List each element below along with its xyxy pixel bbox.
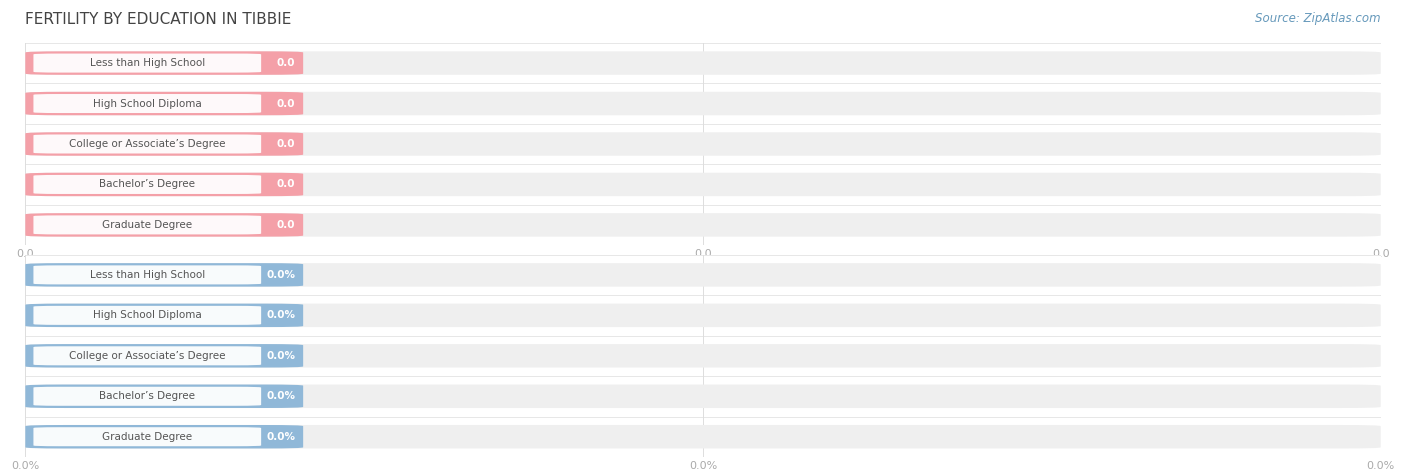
FancyBboxPatch shape (25, 344, 304, 367)
FancyBboxPatch shape (25, 213, 304, 237)
FancyBboxPatch shape (34, 347, 262, 365)
FancyBboxPatch shape (34, 135, 262, 153)
Text: Less than High School: Less than High School (90, 58, 205, 68)
Text: College or Associate’s Degree: College or Associate’s Degree (69, 351, 225, 361)
Text: 0.0: 0.0 (277, 179, 295, 189)
FancyBboxPatch shape (25, 132, 1381, 156)
FancyBboxPatch shape (25, 51, 1381, 75)
FancyBboxPatch shape (25, 173, 304, 196)
Text: Graduate Degree: Graduate Degree (103, 432, 193, 442)
FancyBboxPatch shape (25, 385, 304, 408)
FancyBboxPatch shape (25, 92, 304, 115)
FancyBboxPatch shape (25, 173, 1381, 196)
FancyBboxPatch shape (34, 427, 262, 446)
FancyBboxPatch shape (25, 263, 1381, 287)
FancyBboxPatch shape (25, 425, 1381, 448)
Text: College or Associate’s Degree: College or Associate’s Degree (69, 139, 225, 149)
Text: 0.0: 0.0 (277, 99, 295, 109)
Text: 0.0: 0.0 (277, 58, 295, 68)
Text: 0.0: 0.0 (277, 139, 295, 149)
FancyBboxPatch shape (34, 387, 262, 406)
FancyBboxPatch shape (25, 385, 1381, 408)
FancyBboxPatch shape (25, 425, 304, 448)
Text: 0.0%: 0.0% (266, 270, 295, 280)
Text: Bachelor’s Degree: Bachelor’s Degree (100, 179, 195, 189)
FancyBboxPatch shape (25, 92, 1381, 115)
FancyBboxPatch shape (25, 213, 1381, 237)
Text: High School Diploma: High School Diploma (93, 99, 201, 109)
FancyBboxPatch shape (34, 266, 262, 284)
Text: Source: ZipAtlas.com: Source: ZipAtlas.com (1256, 12, 1381, 25)
FancyBboxPatch shape (25, 263, 304, 287)
Text: 0.0%: 0.0% (266, 351, 295, 361)
Text: FERTILITY BY EDUCATION IN TIBBIE: FERTILITY BY EDUCATION IN TIBBIE (25, 12, 291, 27)
Text: 0.0%: 0.0% (266, 432, 295, 442)
FancyBboxPatch shape (25, 344, 1381, 367)
FancyBboxPatch shape (34, 94, 262, 113)
Text: Less than High School: Less than High School (90, 270, 205, 280)
FancyBboxPatch shape (25, 304, 304, 327)
FancyBboxPatch shape (25, 304, 1381, 327)
Text: 0.0%: 0.0% (266, 391, 295, 401)
FancyBboxPatch shape (25, 51, 304, 75)
FancyBboxPatch shape (34, 175, 262, 194)
Text: Graduate Degree: Graduate Degree (103, 220, 193, 230)
FancyBboxPatch shape (34, 54, 262, 72)
Text: 0.0%: 0.0% (266, 310, 295, 320)
Text: Bachelor’s Degree: Bachelor’s Degree (100, 391, 195, 401)
FancyBboxPatch shape (34, 216, 262, 234)
FancyBboxPatch shape (25, 132, 304, 156)
Text: High School Diploma: High School Diploma (93, 310, 201, 320)
Text: 0.0: 0.0 (277, 220, 295, 230)
FancyBboxPatch shape (34, 306, 262, 325)
